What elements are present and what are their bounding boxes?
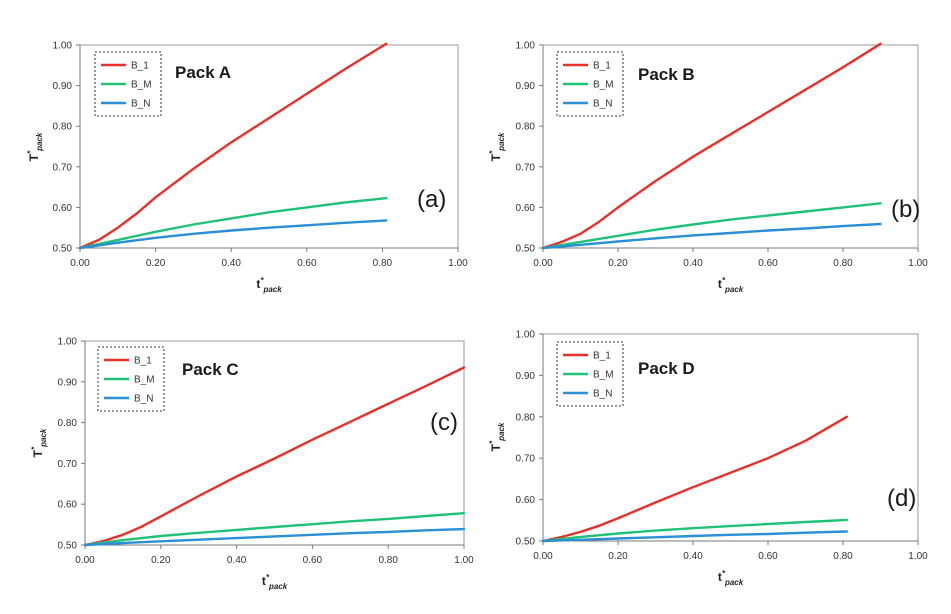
x-tick-label: 0.80	[378, 555, 398, 566]
x-tick-label: 0.20	[151, 555, 171, 566]
y-axis-label: T*pack	[30, 428, 48, 457]
legend-entry: B_N	[131, 99, 150, 110]
y-tick-label: 0.50	[58, 541, 78, 552]
legend-entry: B_1	[593, 61, 611, 72]
x-tick-label: 0.60	[758, 551, 778, 562]
legend-entry: B_N	[134, 394, 153, 405]
y-tick-label: 0.70	[53, 162, 73, 173]
series-line-b-n	[541, 530, 848, 543]
x-tick-label: 0.80	[833, 258, 853, 269]
y-axis-label: T*pack	[26, 132, 44, 161]
y-tick-label: 0.60	[516, 495, 536, 506]
x-tick-label: 0.00	[533, 551, 553, 562]
y-tick-label: 0.50	[516, 244, 536, 255]
series-line-b-n	[78, 219, 388, 250]
y-tick-label: 0.60	[53, 203, 73, 214]
legend-entry: B_M	[593, 80, 614, 91]
chart-title: Pack A	[175, 63, 231, 82]
legend-entry: B_M	[134, 375, 155, 386]
x-axis-label: t*pack	[256, 276, 282, 294]
x-tick-label: 0.20	[146, 258, 166, 269]
legend-entry: B_1	[131, 61, 149, 72]
series-line-b-m	[78, 196, 388, 250]
series-line-b-m	[541, 202, 882, 250]
x-tick-label: 0.80	[373, 258, 393, 269]
series-line-b-m	[83, 512, 466, 547]
panel-label: (d)	[887, 485, 916, 512]
y-tick-label: 1.00	[516, 41, 536, 52]
y-tick-label: 0.70	[516, 454, 536, 465]
series-line-b-1	[541, 415, 848, 543]
y-tick-label: 0.90	[516, 371, 536, 382]
x-tick-label: 0.40	[227, 555, 247, 566]
y-tick-label: 0.50	[53, 244, 73, 255]
y-tick-label: 0.90	[516, 81, 536, 92]
x-tick-label: 1.00	[454, 555, 474, 566]
x-tick-label: 0.20	[608, 258, 628, 269]
y-tick-label: 0.70	[516, 162, 536, 173]
panel-label: (a)	[417, 186, 446, 213]
x-tick-label: 1.00	[908, 551, 928, 562]
y-tick-label: 0.70	[58, 459, 78, 470]
x-tick-label: 0.00	[75, 555, 95, 566]
series-line-b-1	[78, 42, 388, 250]
series-line-b-1	[541, 42, 882, 250]
x-axis-label: t*pack	[718, 569, 744, 587]
panel-label: (c)	[430, 409, 458, 436]
panel-label: (b)	[891, 196, 920, 223]
x-axis-label: t*pack	[262, 573, 288, 591]
y-tick-label: 1.00	[58, 337, 78, 348]
y-tick-label: 1.00	[516, 330, 536, 341]
legend-entry: B_1	[593, 351, 611, 362]
y-tick-label: 0.60	[516, 203, 536, 214]
legend-entry: B_M	[593, 370, 614, 381]
y-tick-label: 0.90	[53, 81, 73, 92]
y-tick-label: 0.80	[58, 418, 78, 429]
x-tick-label: 0.20	[608, 551, 628, 562]
series-line-b-m	[541, 518, 848, 543]
legend-entry: B_1	[134, 356, 152, 367]
series-line-b-n	[83, 527, 466, 547]
x-tick-label: 0.00	[70, 258, 90, 269]
y-axis-label: T*pack	[488, 422, 506, 451]
chart-title: Pack B	[638, 65, 695, 84]
x-tick-label: 0.40	[221, 258, 241, 269]
y-tick-label: 0.90	[58, 377, 78, 388]
x-axis-label: t*pack	[718, 276, 744, 294]
legend-entry: B_M	[131, 80, 152, 91]
x-tick-label: 0.60	[297, 258, 317, 269]
x-tick-label: 0.40	[683, 551, 703, 562]
chart-title: Pack D	[638, 359, 695, 378]
x-tick-label: 1.00	[908, 258, 928, 269]
y-tick-label: 0.80	[516, 122, 536, 133]
chart-title: Pack C	[182, 360, 239, 379]
x-tick-label: 0.60	[758, 258, 778, 269]
y-tick-label: 0.50	[516, 537, 536, 548]
x-tick-label: 0.60	[303, 555, 323, 566]
y-axis-label: T*pack	[488, 132, 506, 161]
legend-entry: B_N	[593, 389, 612, 400]
x-tick-label: 0.40	[683, 258, 703, 269]
y-tick-label: 0.60	[58, 500, 78, 511]
y-tick-label: 0.80	[516, 412, 536, 423]
series-line-b-n	[541, 222, 882, 250]
legend-entry: B_N	[593, 99, 612, 110]
y-tick-label: 0.80	[53, 122, 73, 133]
series-line-b-1	[83, 366, 466, 547]
x-tick-label: 0.00	[533, 258, 553, 269]
y-tick-label: 1.00	[53, 41, 73, 52]
x-tick-label: 1.00	[448, 258, 468, 269]
x-tick-label: 0.80	[833, 551, 853, 562]
